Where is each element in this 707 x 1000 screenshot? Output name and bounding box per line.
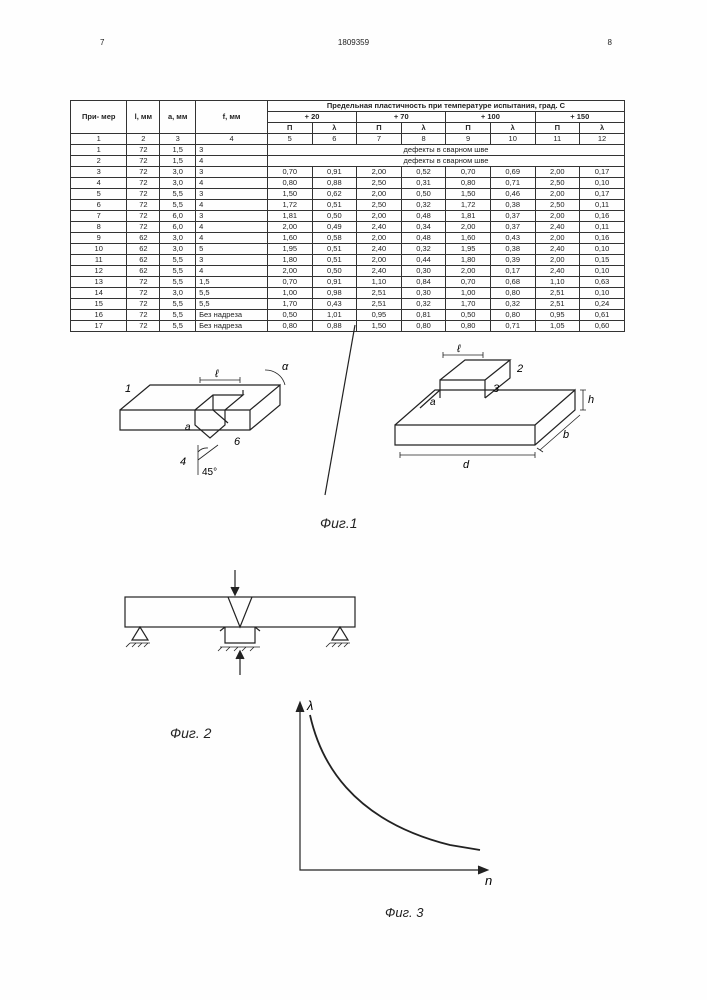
fig1-left: ℓ α 45° 1 4 6 a bbox=[100, 330, 310, 500]
plasticity-table: При- мерl, ммa, ммf, ммПредельная пласти… bbox=[70, 100, 625, 332]
table-row: 15725,55,51,700,432,510,321,700,322,510,… bbox=[71, 299, 625, 310]
table-row: 2721,54дефекты в сварном шве bbox=[71, 156, 625, 167]
table-row: 7726,031,810,502,000,481,810,372,000,16 bbox=[71, 211, 625, 222]
label-a-left: a bbox=[185, 422, 191, 433]
fig3-caption: Фиг. 3 bbox=[385, 905, 423, 920]
page-num-left: 7 bbox=[100, 38, 104, 47]
table-row: 8726,042,000,492,400,342,000,372,400,11 bbox=[71, 222, 625, 233]
fig3-chart: λ n bbox=[255, 690, 505, 910]
table-row: 3723,030,700,912,000,520,700,692,000,17 bbox=[71, 167, 625, 178]
label-b: b bbox=[563, 429, 569, 441]
data-table: При- мерl, ммa, ммf, ммПредельная пласти… bbox=[70, 100, 625, 332]
label-45: 45° bbox=[202, 467, 217, 478]
table-row: 1721,53дефекты в сварном шве bbox=[71, 145, 625, 156]
table-row: 10623,051,950,512,400,321,950,382,400,10 bbox=[71, 244, 625, 255]
label-l-left: ℓ bbox=[214, 368, 219, 380]
fig3-xlabel: n bbox=[485, 873, 492, 888]
fig1-right: ℓ 2 3 a h b d bbox=[375, 330, 595, 500]
figures-area: ℓ α 45° 1 4 6 a ℓ 2 3 a bbox=[85, 320, 605, 940]
table-row: 6725,541,720,512,500,321,720,382,500,11 bbox=[71, 200, 625, 211]
label-d: d bbox=[463, 459, 470, 471]
label-4: 4 bbox=[180, 456, 186, 468]
fig3-ylabel: λ bbox=[306, 698, 313, 713]
label-h: h bbox=[588, 394, 594, 406]
label-alpha: α bbox=[282, 361, 289, 373]
table-row: 14723,05,51,000,982,510,301,000,802,510,… bbox=[71, 288, 625, 299]
label-1: 1 bbox=[125, 383, 131, 395]
table-row: 9623,041,600,582,000,481,600,432,000,16 bbox=[71, 233, 625, 244]
table-row: 11625,531,800,512,000,441,800,392,000,15 bbox=[71, 255, 625, 266]
label-a-right: a bbox=[430, 397, 436, 408]
label-3: 3 bbox=[493, 383, 500, 395]
label-6: 6 bbox=[234, 436, 241, 448]
fig1-caption: Фиг.1 bbox=[320, 515, 358, 531]
doc-number: 1809359 bbox=[338, 38, 369, 47]
table-row: 5725,531,500,622,000,501,500,462,000,17 bbox=[71, 189, 625, 200]
label-l-right: ℓ bbox=[456, 343, 461, 355]
fig2-diagram bbox=[100, 565, 380, 685]
fig1-divider bbox=[320, 320, 360, 500]
page-num-right: 8 bbox=[608, 38, 612, 47]
table-row: 13725,51,50,700,911,100,840,700,681,100,… bbox=[71, 277, 625, 288]
fig2-caption: Фиг. 2 bbox=[170, 725, 211, 741]
table-row: 12625,542,000,502,400,302,000,172,400,10 bbox=[71, 266, 625, 277]
table-row: 4723,040,800,882,500,310,800,712,500,10 bbox=[71, 178, 625, 189]
label-2: 2 bbox=[516, 363, 523, 375]
table-row: 16725,5Без надреза0,501,010,950,810,500,… bbox=[71, 310, 625, 321]
